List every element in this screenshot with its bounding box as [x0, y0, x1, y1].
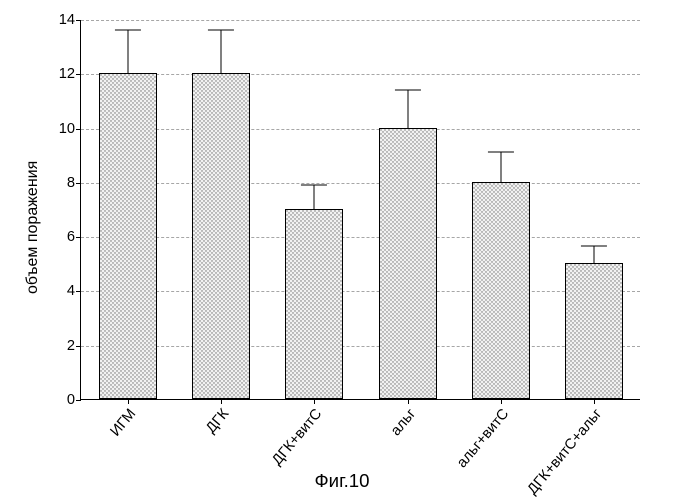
- x-tickmark: [128, 399, 129, 404]
- x-tick-label: альг+витС: [454, 406, 512, 471]
- x-tick-label: альг: [388, 406, 419, 439]
- x-ticks-layer: [81, 20, 640, 399]
- x-tickmark: [314, 399, 315, 404]
- x-tickmark: [408, 399, 409, 404]
- plot-area: 02468101214: [80, 20, 640, 400]
- y-tick-label: 14: [59, 12, 81, 28]
- x-tick-label: ДГК: [203, 406, 232, 437]
- x-tickmark: [501, 399, 502, 404]
- x-tick-label: ДГК+витС+альг: [525, 406, 606, 498]
- y-tick-label: 2: [67, 338, 81, 354]
- x-tickmark: [594, 399, 595, 404]
- y-axis-title: объем поражения: [24, 160, 42, 293]
- y-tick-label: 10: [59, 121, 81, 137]
- x-tick-label: ДГК+витС: [269, 406, 325, 469]
- y-tick-label: 6: [67, 229, 81, 245]
- y-tick-label: 8: [67, 175, 81, 191]
- figure-caption: Фиг.10: [314, 470, 369, 492]
- figure-container: 02468101214 объем поражения Фиг.10 ИГМДГ…: [0, 0, 684, 500]
- y-tick-label: 4: [67, 283, 81, 299]
- y-tick-label: 0: [67, 392, 81, 408]
- y-tick-label: 12: [59, 66, 81, 82]
- x-tickmark: [221, 399, 222, 404]
- x-tick-label: ИГМ: [107, 406, 139, 440]
